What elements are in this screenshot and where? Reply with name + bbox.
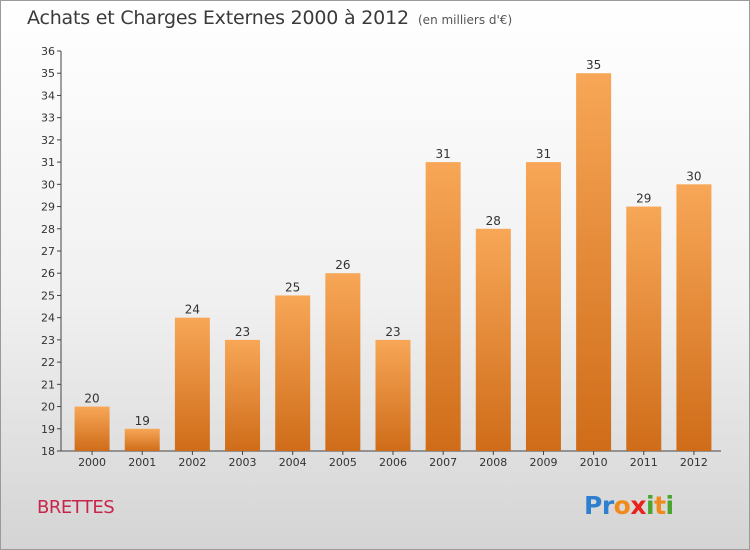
bar <box>475 228 511 451</box>
bar <box>676 184 712 452</box>
x-tick-label: 2007 <box>429 456 457 469</box>
bar <box>525 162 561 451</box>
y-tick-label: 25 <box>41 289 55 302</box>
y-tick-label: 29 <box>41 201 55 214</box>
logo-letter: i <box>665 491 675 520</box>
bar <box>124 428 160 451</box>
y-tick-label: 33 <box>41 112 55 125</box>
chart-unit: (en milliers d'€) <box>418 13 513 27</box>
x-tick-label: 2001 <box>128 456 156 469</box>
x-tick-label: 2010 <box>580 456 608 469</box>
y-tick-label: 28 <box>41 223 55 236</box>
logo-letter: o <box>613 491 631 520</box>
data-label: 31 <box>536 147 551 161</box>
x-tick-label: 2012 <box>680 456 708 469</box>
data-label: 20 <box>84 392 99 406</box>
logo-letter: P <box>584 491 602 520</box>
x-tick-label: 2011 <box>630 456 658 469</box>
y-tick-label: 35 <box>41 67 55 80</box>
y-tick-label: 36 <box>41 45 55 58</box>
y-tick-label: 21 <box>41 378 55 391</box>
logo-letter: t <box>654 491 666 520</box>
x-tick-label: 2004 <box>279 456 307 469</box>
y-tick-label: 22 <box>41 356 55 369</box>
y-tick-label: 30 <box>41 178 55 191</box>
logo-letter: i <box>646 491 655 520</box>
data-label: 23 <box>235 325 250 339</box>
bar <box>275 295 311 451</box>
data-label: 29 <box>636 192 651 206</box>
data-label: 30 <box>686 169 701 183</box>
bar <box>225 339 261 451</box>
data-label: 28 <box>486 214 501 228</box>
y-tick-label: 24 <box>41 312 55 325</box>
y-tick-label: 27 <box>41 245 55 258</box>
logo-letter: r <box>601 491 614 520</box>
x-tick-label: 2005 <box>329 456 357 469</box>
y-tick-label: 23 <box>41 334 55 347</box>
y-tick-label: 18 <box>41 445 55 458</box>
data-label: 25 <box>285 280 300 294</box>
bar <box>325 273 361 451</box>
x-tick-label: 2008 <box>479 456 507 469</box>
y-tick-label: 19 <box>41 423 55 436</box>
x-tick-label: 2006 <box>379 456 407 469</box>
x-tick-label: 2003 <box>229 456 257 469</box>
bars <box>74 73 712 452</box>
logo-letter: x <box>630 491 646 520</box>
data-label: 31 <box>436 147 451 161</box>
bar <box>74 406 110 451</box>
y-tick-label: 32 <box>41 134 55 147</box>
x-tick-label: 2002 <box>178 456 206 469</box>
data-label: 24 <box>185 303 200 317</box>
chart-title: Achats et Charges Externes 2000 à 2012 <box>27 7 409 29</box>
y-tick-label: 31 <box>41 156 55 169</box>
y-tick-label: 26 <box>41 267 55 280</box>
x-tick-label: 2000 <box>78 456 106 469</box>
x-tick-label: 2009 <box>529 456 557 469</box>
bar <box>375 339 411 451</box>
data-label: 26 <box>335 258 350 272</box>
bar <box>174 317 210 451</box>
commune-name: BRETTES <box>37 497 115 518</box>
bar <box>425 162 461 451</box>
y-tick-label: 20 <box>41 401 55 414</box>
bar <box>576 73 612 451</box>
bar <box>626 206 662 451</box>
data-labels: 20 19 24 23 25 26 23 31 28 31 35 29 30 <box>84 58 701 428</box>
data-label: 35 <box>586 58 601 72</box>
proxiti-logo[interactable]: Proxiti <box>584 491 674 520</box>
y-tick-label: 34 <box>41 89 55 102</box>
data-label: 19 <box>135 414 150 428</box>
data-label: 23 <box>385 325 400 339</box>
